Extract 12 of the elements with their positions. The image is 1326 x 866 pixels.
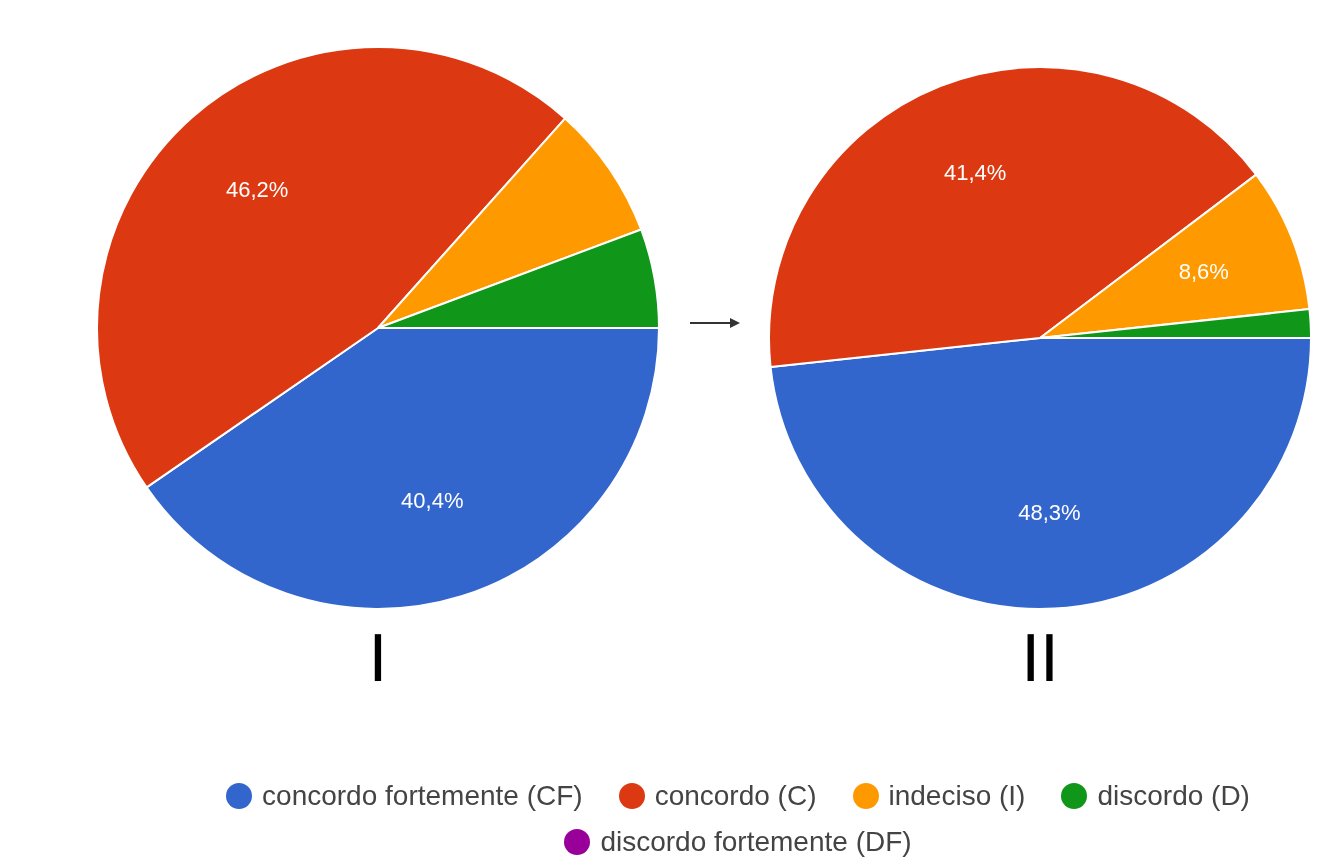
legend-label: indeciso (I) — [888, 780, 1026, 812]
data-label: 41,4% — [943, 160, 1007, 186]
text: I — [367, 622, 389, 696]
legend-label: discordo (D) — [1097, 780, 1250, 812]
data-label: 46,2% — [226, 177, 289, 203]
legend-label: concordo (C) — [654, 780, 817, 812]
legend-label: concordo fortemente (CF) — [262, 780, 583, 812]
text: II — [1020, 622, 1060, 696]
data-label: 48,3% — [1018, 499, 1081, 525]
data-label: 40,4% — [401, 488, 464, 514]
legend-label: discordo fortemente (DF) — [600, 826, 912, 858]
data-label: 8,6% — [1178, 259, 1229, 285]
